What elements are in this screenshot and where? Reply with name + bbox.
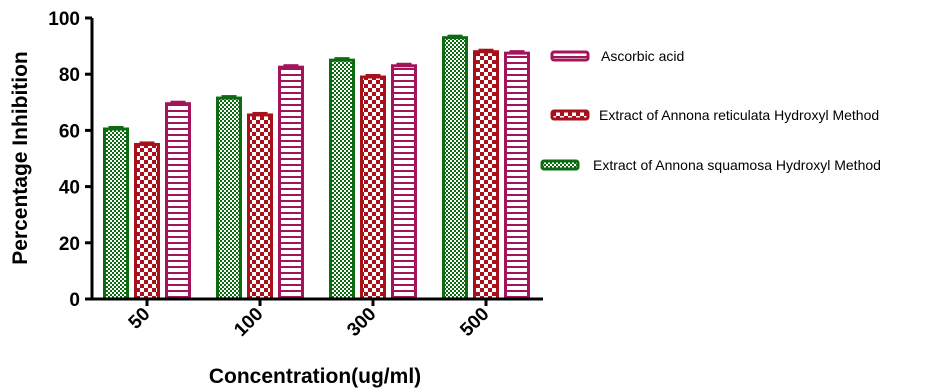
y-tick-label: 0 bbox=[69, 290, 80, 311]
legend-swatch bbox=[540, 159, 580, 171]
bar-horizontal-lines-100 bbox=[278, 65, 304, 301]
bar-checker-fine-100 bbox=[216, 96, 242, 301]
x-ticks-group: 50 100 300 500 bbox=[125, 299, 494, 341]
legend-swatch bbox=[550, 109, 590, 121]
x-tick-label: 500 bbox=[456, 304, 493, 341]
legend-label: Extract of Annona squamosa Hydroxyl Meth… bbox=[593, 157, 881, 173]
legend: Ascorbic acid Extract of Annona reticulat… bbox=[540, 48, 881, 173]
bar-checker-fine-500 bbox=[442, 36, 468, 301]
bar-checker-fine-300 bbox=[329, 58, 355, 301]
bar-checker-100 bbox=[247, 113, 273, 301]
y-tick-label: 60 bbox=[59, 121, 80, 142]
y-tick-label: 100 bbox=[48, 9, 80, 30]
bar-horizontal-lines-50 bbox=[165, 102, 191, 301]
y-tick-label: 20 bbox=[59, 234, 80, 255]
x-tick-label: 300 bbox=[343, 304, 380, 341]
x-tick-label: 100 bbox=[230, 304, 267, 341]
y-tick-label: 40 bbox=[59, 178, 80, 199]
bar-checker-fine-50 bbox=[103, 127, 129, 301]
legend-swatch bbox=[550, 50, 590, 62]
bar-checker-500 bbox=[473, 50, 499, 301]
legend-label: Ascorbic acid bbox=[601, 48, 684, 64]
bars-group bbox=[103, 34, 530, 301]
y-tick-label: 80 bbox=[59, 65, 80, 86]
y-axis-title: Percentage Inhibition bbox=[9, 51, 32, 265]
y-ticks-group: 0 20 40 60 80 100 bbox=[48, 9, 92, 311]
bar-horizontal-lines-500 bbox=[504, 51, 530, 301]
x-tick-label: 50 bbox=[125, 304, 155, 334]
bar-checker-50 bbox=[134, 142, 160, 301]
legend-label: Extract of Annona reticulata Hydroxyl Me… bbox=[599, 107, 879, 123]
x-axis-title: Concentration(ug/ml) bbox=[209, 365, 421, 388]
bar-checker-300 bbox=[360, 75, 386, 301]
bar-horizontal-lines-300 bbox=[391, 64, 417, 301]
